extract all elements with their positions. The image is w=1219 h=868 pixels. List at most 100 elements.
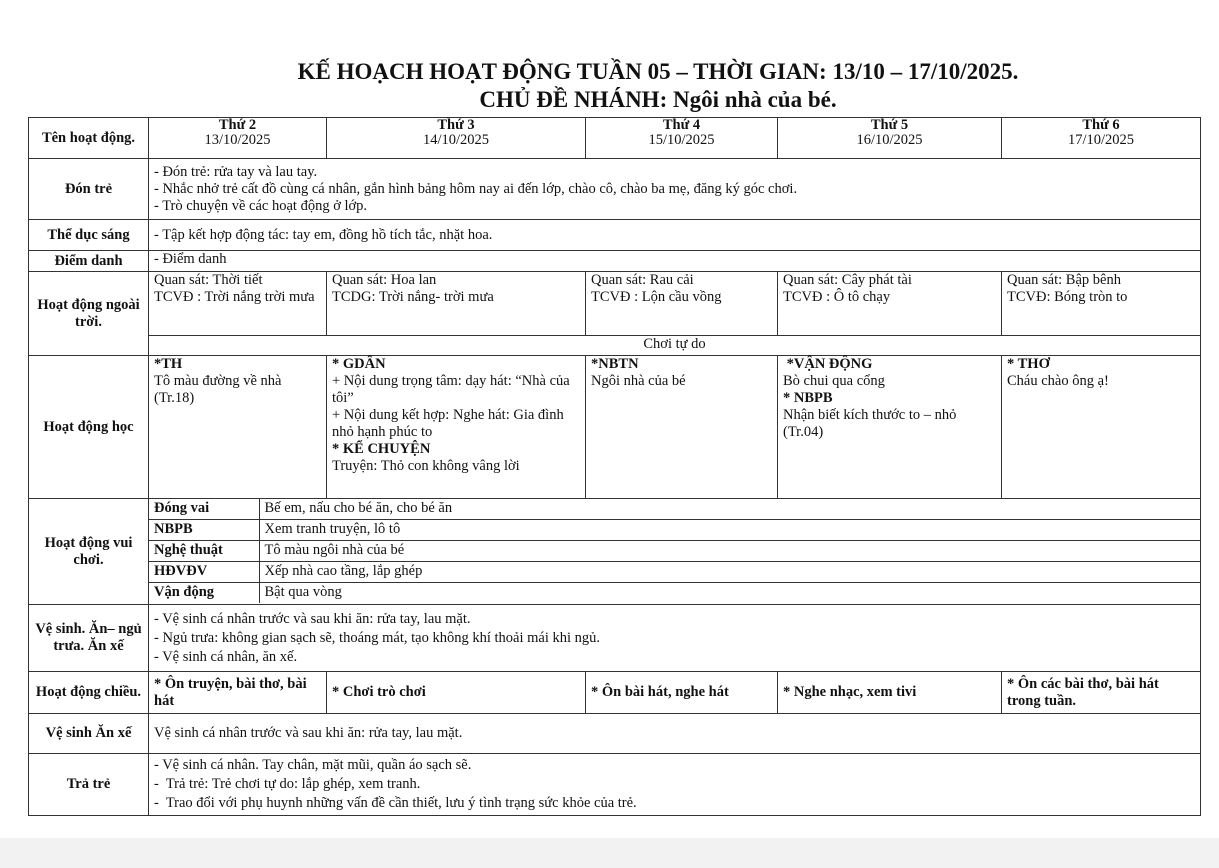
text-line: Quan sát: Bập bênh — [1007, 272, 1121, 288]
text-line: - Vệ sinh cá nhân, ăn xế. — [154, 648, 298, 665]
header-day: Thứ 5 16/10/2025 — [777, 117, 1002, 159]
day-name: Thứ 5 — [870, 117, 909, 133]
header-day: Thứ 3 14/10/2025 — [326, 117, 586, 159]
text-line: Cháu chào ông ạ! — [1007, 373, 1109, 389]
text-line: TCVĐ: Bóng tròn to — [1007, 289, 1128, 305]
row-free-play: Chơi tự do — [29, 335, 1201, 356]
text-line: Quan sát: Cây phát tài — [783, 272, 912, 288]
text-line: Quan sát: Rau cải — [591, 272, 694, 288]
text-line: - Trao đổi với phụ huynh những vấn đề cầ… — [154, 795, 637, 811]
text-line: - Vệ sinh cá nhân. Tay chân, mặt mũi, qu… — [154, 757, 472, 773]
text-line: TCVĐ : Lộn cầu vồng — [591, 289, 722, 305]
day-cell: * GDÂN + Nội dung trọng tâm: dạy hát: “Nh… — [326, 355, 586, 499]
play-corners: Đóng vai Bế em, nấu cho bé ăn, cho bé ăn … — [148, 498, 1201, 605]
header-day: Thứ 2 13/10/2025 — [148, 117, 327, 159]
day-date: 15/10/2025 — [648, 132, 715, 148]
document-title: KẾ HOẠCH HOẠT ĐỘNG TUẦN 05 – THỜI GIAN: … — [297, 59, 1019, 84]
day-cell: * Nghe nhạc, xem tivi — [777, 671, 1002, 714]
row-label: Hoạt động vui chơi. — [28, 498, 149, 605]
day-cell: Quan sát: Bập bênh TCVĐ: Bóng tròn to — [1001, 271, 1201, 336]
day-name: Thứ 4 — [662, 117, 701, 133]
row-vui-choi: Hoạt động vui chơi. Đóng vai Bế em, nấu c… — [28, 498, 1201, 605]
page-background-bottom — [0, 838, 1219, 868]
text-line: + Nội dung trọng tâm: dạy hát: “Nhà của … — [332, 373, 570, 406]
corner-row: Đóng vai Bế em, nấu cho bé ăn, cho bé ăn — [149, 499, 1200, 520]
text-line: - Trả trẻ: Trẻ chơi tự do: lắp ghép, xem… — [154, 776, 421, 792]
corner-name: Nghệ thuật — [149, 540, 260, 562]
row-label: Thể dục sáng — [28, 219, 149, 251]
corner-name: HĐVĐV — [149, 561, 260, 583]
corner-name: Vận động — [149, 582, 260, 603]
subject-heading: * NBPB — [783, 390, 833, 406]
row-hoc: Hoạt động học *TH Tô màu đường về nhà (Tr… — [28, 355, 1201, 499]
row-content: - Đón trẻ: rửa tay và lau tay. - Nhắc nhở… — [148, 158, 1201, 220]
text-line: Nhận biết kích thước to – nhỏ (Tr.04) — [783, 407, 957, 440]
text-line: Tô màu đường về nhà (Tr.18) — [154, 373, 282, 406]
row-tra-tre: Trả trẻ - Vệ sinh cá nhân. Tay chân, mặt… — [28, 753, 1201, 816]
subject-heading: *VẬN ĐỘNG — [783, 356, 873, 372]
day-cell: * Chơi trò chơi — [326, 671, 586, 714]
subject-heading: * GDÂN — [332, 356, 386, 372]
document-subtitle: CHỦ ĐỀ NHÁNH: Ngôi nhà của bé. — [479, 87, 837, 112]
header-row: Tên hoạt động. Thứ 2 13/10/2025 Thứ 3 14/1… — [28, 117, 1201, 159]
text-line: TCVĐ : Ô tô chạy — [783, 289, 891, 305]
text-line: Ngôi nhà của bé — [591, 373, 686, 389]
corner-name: NBPB — [149, 519, 260, 541]
subject-heading: * KỂ CHUYỆN — [332, 441, 431, 457]
text-line: TCDG: Trời nắng- trời mưa — [332, 289, 494, 305]
text-line: - Ngủ trưa: không gian sạch sẽ, thoáng m… — [154, 629, 601, 646]
subject-heading: *NBTN — [591, 356, 639, 372]
text-line: Bò chui qua cổng — [783, 373, 885, 389]
header-activity-name: Tên hoạt động. — [28, 117, 149, 159]
subject-heading: * THƠ — [1007, 356, 1050, 372]
day-name: Thứ 3 — [437, 117, 475, 133]
row-an-xe: Vệ sinh Ăn xế Vệ sinh cá nhân trước và s… — [28, 713, 1201, 754]
row-content: - Vệ sinh cá nhân. Tay chân, mặt mũi, qu… — [148, 753, 1201, 816]
text-line: Quan sát: Thời tiết — [154, 272, 263, 288]
row-label: Đón trẻ — [28, 158, 149, 220]
row-label: Hoạt động chiều. — [28, 671, 149, 714]
subject-heading: *TH — [154, 356, 183, 372]
header-day: Thứ 4 15/10/2025 — [585, 117, 778, 159]
corner-row: Nghệ thuật Tô màu ngôi nhà của bé — [149, 540, 1200, 562]
row-content: - Vệ sinh cá nhân trước và sau khi ăn: r… — [148, 604, 1201, 672]
row-label: Vệ sinh. Ăn– ngủ trưa. Ăn xế — [28, 604, 149, 672]
text-line: - Trò chuyện về các hoạt động ở lớp. — [154, 197, 368, 214]
day-cell: *TH Tô màu đường về nhà (Tr.18) — [148, 355, 327, 499]
day-date: 14/10/2025 — [422, 132, 490, 148]
text-line: Truyện: Thỏ con không vâng lời — [332, 458, 520, 474]
text-line: TCVĐ : Trời nắng trời mưa — [154, 289, 315, 305]
row-chieu: Hoạt động chiều. * Ôn truyện, bài thơ, b… — [28, 671, 1201, 714]
day-cell: *NBTN Ngôi nhà của bé — [585, 355, 778, 499]
day-cell: Quan sát: Thời tiết TCVĐ : Trời nắng trời… — [148, 271, 327, 336]
text-line: - Đón trẻ: rửa tay và lau tay. — [154, 163, 318, 180]
row-ve-sinh: Vệ sinh. Ăn– ngủ trưa. Ăn xế - Vệ sinh c… — [28, 604, 1201, 672]
row-label: Hoạt động ngoài trời. — [28, 271, 149, 356]
day-cell: * Ôn bài hát, nghe hát — [585, 671, 778, 714]
row-label: Vệ sinh Ăn xế — [28, 713, 149, 754]
day-date: 16/10/2025 — [856, 132, 923, 148]
header-day: Thứ 6 17/10/2025 — [1001, 117, 1201, 159]
weekly-plan-table: Tên hoạt động. Thứ 2 13/10/2025 Thứ 3 14/1… — [28, 117, 1201, 816]
day-date: 13/10/2025 — [204, 132, 271, 148]
row-label: Trả trẻ — [28, 753, 149, 816]
corner-activity: Bế em, nấu cho bé ăn, cho bé ăn — [258, 499, 1200, 520]
text-line: - Nhắc nhở trẻ cất đồ cùng cá nhân, gắn … — [154, 180, 798, 197]
corner-row: HĐVĐV Xếp nhà cao tầng, lắp ghép — [149, 561, 1200, 583]
text-line: + Nội dung kết hợp: Nghe hát: Gia đình n… — [332, 407, 564, 440]
corner-activity: Bật qua vòng — [258, 582, 1200, 603]
corner-row: Vận động Bật qua vòng — [149, 582, 1200, 603]
day-cell: * THƠ Cháu chào ông ạ! — [1001, 355, 1201, 499]
corner-row: NBPB Xem tranh truyện, lô tô — [149, 519, 1200, 541]
corner-name: Đóng vai — [149, 499, 260, 520]
free-play-cell: Chơi tự do — [148, 335, 1201, 356]
corner-activity: Xem tranh truyện, lô tô — [258, 519, 1200, 541]
day-name: Thứ 6 — [1082, 117, 1120, 133]
day-name: Thứ 2 — [218, 117, 257, 133]
day-cell: Quan sát: Cây phát tài TCVĐ : Ô tô chạy — [777, 271, 1002, 336]
day-date: 17/10/2025 — [1067, 132, 1135, 148]
corner-activity: Tô màu ngôi nhà của bé — [258, 540, 1200, 562]
row-don-tre: Đón trẻ - Đón trẻ: rửa tay và lau tay. - … — [28, 158, 1201, 220]
day-cell: Quan sát: Hoa lan TCDG: Trời nắng- trời m… — [326, 271, 586, 336]
day-cell: * Ôn truyện, bài thơ, bài hát — [148, 671, 327, 714]
